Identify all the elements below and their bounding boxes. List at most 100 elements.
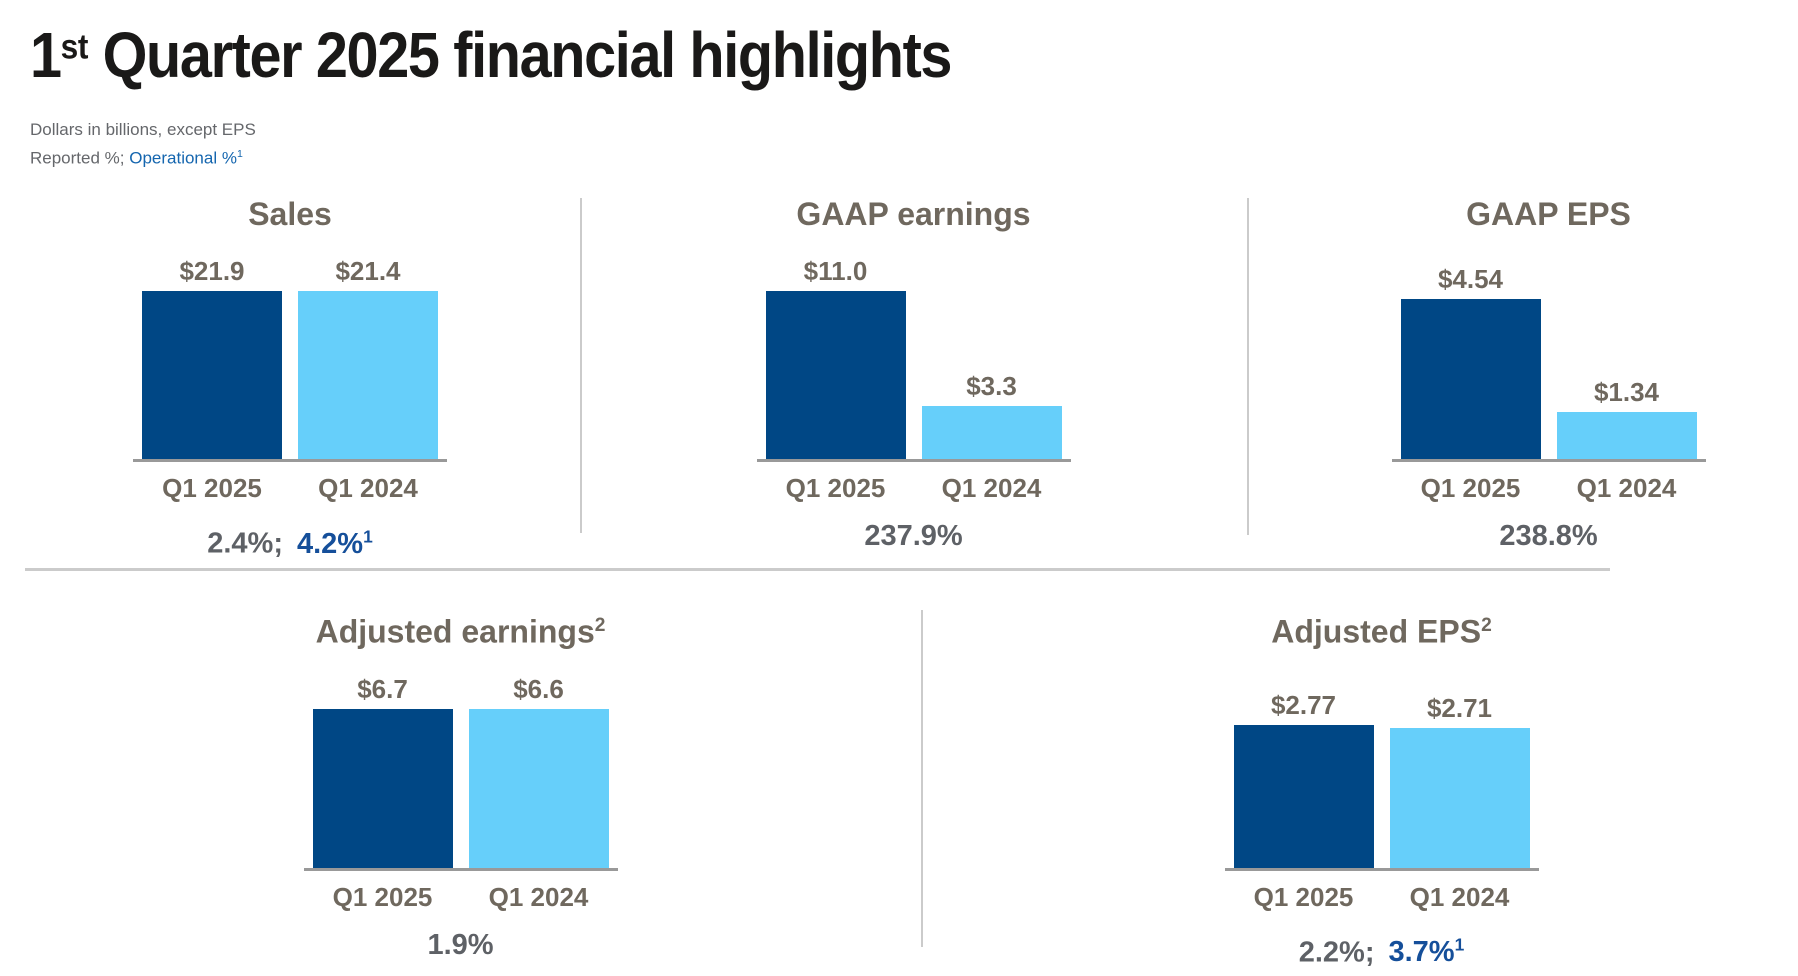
top-chart-row: Sales $21.9 $21.4 Q1 2025 Q1 2024 2.4%; 4… bbox=[0, 196, 1798, 561]
axis-label-q1-2025: Q1 2025 bbox=[332, 881, 433, 912]
chart-title-text: GAAP EPS bbox=[1466, 196, 1631, 232]
bar-group-q1-2025: $4.54 bbox=[1400, 256, 1541, 459]
page-title: 1st Quarter 2025 financial highlights bbox=[30, 19, 953, 91]
bar-value-label: $2.71 bbox=[1426, 692, 1493, 723]
bar-q1-2025 bbox=[765, 291, 906, 459]
bar-q1-2024 bbox=[1389, 727, 1530, 868]
bar-value-label: $21.4 bbox=[335, 256, 401, 286]
bar-q1-2025 bbox=[142, 291, 282, 459]
axis-label-q1-2025: Q1 2025 bbox=[1253, 881, 1354, 912]
bar-plot: $4.54 $1.34 bbox=[1391, 256, 1706, 462]
bar-q1-2025 bbox=[1233, 724, 1374, 868]
chart-adjusted-eps: Adjusted EPS2 $2.77 $2.71 Q1 2025 Q1 202… bbox=[1224, 608, 1539, 970]
bar-value-label: $6.7 bbox=[357, 673, 408, 704]
bar-q1-2024 bbox=[468, 708, 609, 868]
axis-labels: Q1 2025 Q1 2024 bbox=[304, 882, 618, 913]
growth-line: 2.4%; 4.2%1 bbox=[133, 519, 447, 561]
chart-title-text: GAAP earnings bbox=[796, 196, 1031, 232]
bar-group-q1-2025: $2.77 bbox=[1233, 674, 1374, 868]
bar-q1-2024 bbox=[921, 406, 1062, 459]
bar-value-label: $1.34 bbox=[1593, 377, 1660, 407]
chart-title: GAAP earnings bbox=[757, 196, 1071, 232]
axis-labels: Q1 2025 Q1 2024 bbox=[757, 473, 1071, 504]
divider-vertical-2 bbox=[1247, 198, 1249, 535]
axis-labels: Q1 2025 Q1 2024 bbox=[1392, 473, 1706, 504]
bar-value-label: $11.0 bbox=[803, 256, 868, 286]
growth-line: 238.8% bbox=[1392, 519, 1706, 553]
subtitle-legend: Reported %; Operational %1 bbox=[30, 142, 1053, 171]
bar-value-label: $3.3 bbox=[966, 371, 1017, 401]
header: 1st Quarter 2025 financial highlights Do… bbox=[30, 20, 1053, 171]
chart-title: GAAP EPS bbox=[1392, 196, 1706, 232]
subtitle-units: Dollars in billions, except EPS bbox=[30, 120, 256, 140]
subtitle-operational-footnote: 1 bbox=[236, 148, 243, 161]
divider-horizontal bbox=[25, 568, 1610, 571]
growth-reported: 2.2%; bbox=[1298, 936, 1375, 969]
title-number: 1 bbox=[30, 19, 62, 91]
chart-title: Adjusted earnings2 bbox=[304, 608, 618, 650]
bar-plot: $2.77 $2.71 bbox=[1224, 674, 1539, 871]
growth-line: 237.9% bbox=[757, 519, 1071, 553]
growth-reported: 1.9% bbox=[427, 928, 494, 961]
growth-line: 2.2%; 3.7%1 bbox=[1225, 928, 1539, 970]
bar-value-label: $2.77 bbox=[1270, 689, 1337, 720]
axis-label-q1-2025: Q1 2025 bbox=[1420, 473, 1521, 503]
axis-label-q1-2025: Q1 2025 bbox=[785, 473, 886, 503]
bar-group-q1-2025: $11.0 bbox=[765, 256, 906, 459]
bar-plot: $21.9 $21.4 bbox=[133, 256, 447, 462]
divider-vertical-3 bbox=[921, 610, 923, 947]
subtitle-reported: Reported %; bbox=[30, 149, 130, 169]
bar-group-q1-2024: $21.4 bbox=[298, 256, 438, 459]
axis-label-q1-2024: Q1 2024 bbox=[488, 881, 589, 912]
chart-title-text: Adjusted earnings bbox=[315, 613, 595, 650]
growth-reported: 238.8% bbox=[1499, 520, 1598, 552]
growth-reported: 237.9% bbox=[864, 520, 963, 552]
growth-operational-footnote: 1 bbox=[1454, 934, 1465, 955]
bar-value-label: $6.6 bbox=[513, 673, 564, 704]
chart-title: Adjusted EPS2 bbox=[1225, 608, 1539, 650]
bar-group-q1-2024: $3.3 bbox=[921, 256, 1062, 459]
growth-operational: 3.7%1 bbox=[1388, 934, 1465, 969]
growth-operational-value: 4.2% bbox=[296, 527, 364, 560]
chart-gaap-earnings: GAAP earnings $11.0 $3.3 Q1 2025 Q1 2024… bbox=[756, 196, 1071, 561]
axis-labels: Q1 2025 Q1 2024 bbox=[1225, 882, 1539, 913]
axis-label-q1-2024: Q1 2024 bbox=[941, 473, 1042, 503]
chart-sales: Sales $21.9 $21.4 Q1 2025 Q1 2024 2.4%; 4… bbox=[133, 196, 447, 561]
bar-group-q1-2024: $6.6 bbox=[468, 673, 609, 868]
bottom-chart-row: Adjusted earnings2 $6.7 $6.6 Q1 2025 Q1 … bbox=[0, 608, 1798, 969]
chart-title-text: Adjusted EPS bbox=[1271, 613, 1482, 650]
axis-label-q1-2024: Q1 2024 bbox=[1409, 881, 1510, 912]
bar-plot: $6.7 $6.6 bbox=[303, 673, 618, 871]
chart-title-footnote: 2 bbox=[594, 615, 606, 636]
bar-value-label: $4.54 bbox=[1437, 264, 1504, 294]
bar-q1-2025 bbox=[312, 708, 453, 868]
axis-label-q1-2024: Q1 2024 bbox=[318, 473, 418, 503]
divider-vertical-1 bbox=[580, 198, 582, 533]
chart-title-footnote: 2 bbox=[1481, 615, 1492, 636]
growth-reported: 2.4%; bbox=[207, 527, 283, 560]
bar-group-q1-2025: $6.7 bbox=[312, 673, 453, 868]
title-ordinal: st bbox=[60, 27, 89, 67]
chart-title: Sales bbox=[133, 196, 447, 232]
bar-value-label: $21.9 bbox=[179, 256, 245, 286]
chart-title-text: Sales bbox=[248, 196, 332, 232]
growth-operational-footnote: 1 bbox=[363, 526, 373, 546]
growth-line: 1.9% bbox=[304, 928, 618, 962]
bar-q1-2025 bbox=[1400, 299, 1541, 459]
growth-operational: 4.2%1 bbox=[296, 526, 373, 560]
subtitle: Dollars in billions, except EPS Reported… bbox=[30, 118, 1053, 171]
chart-adjusted-earnings: Adjusted earnings2 $6.7 $6.6 Q1 2025 Q1 … bbox=[303, 608, 618, 969]
bar-plot: $11.0 $3.3 bbox=[756, 256, 1071, 462]
bar-group-q1-2025: $21.9 bbox=[142, 256, 282, 459]
title-text: Quarter 2025 financial highlights bbox=[87, 19, 953, 91]
bar-group-q1-2024: $2.71 bbox=[1389, 674, 1530, 868]
bar-q1-2024 bbox=[298, 291, 438, 459]
axis-labels: Q1 2025 Q1 2024 bbox=[133, 473, 447, 504]
growth-operational-value: 3.7% bbox=[1388, 936, 1455, 969]
axis-label-q1-2025: Q1 2025 bbox=[162, 473, 262, 503]
bar-group-q1-2024: $1.34 bbox=[1556, 256, 1697, 459]
axis-label-q1-2024: Q1 2024 bbox=[1576, 473, 1677, 503]
chart-gaap-eps: GAAP EPS $4.54 $1.34 Q1 2025 Q1 2024 238… bbox=[1391, 196, 1706, 561]
subtitle-operational: Operational % bbox=[129, 149, 237, 169]
